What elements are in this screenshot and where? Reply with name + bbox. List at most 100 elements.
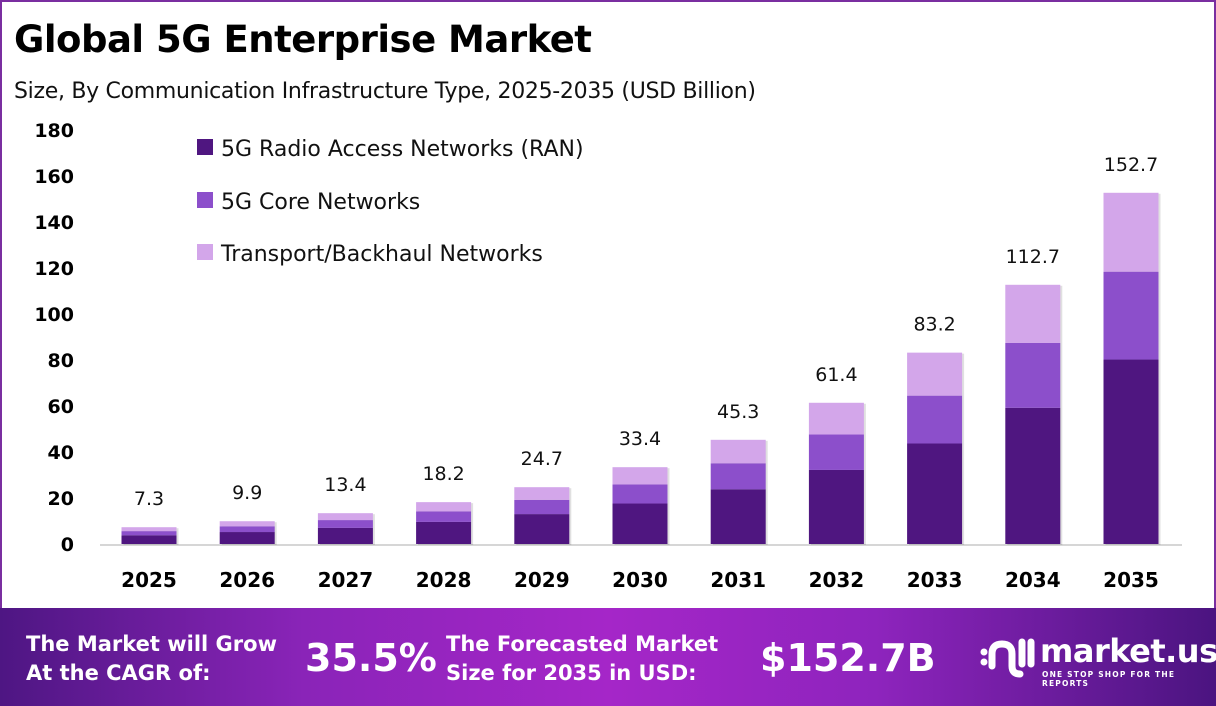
- y-tick-label: 0: [61, 534, 74, 556]
- chart-title: Global 5G Enterprise Market: [14, 18, 592, 61]
- bar-segment-ran: [1005, 407, 1061, 544]
- bar-segment-core: [1005, 342, 1061, 408]
- cagr-label-line1: The Market will Grow: [26, 632, 277, 656]
- x-tick-label: 2029: [514, 568, 570, 592]
- legend-label: 5G Core Networks: [221, 190, 420, 215]
- bar-segment-core: [1103, 271, 1159, 360]
- footer-banner: The Market will Grow At the CAGR of: 35.…: [0, 608, 1216, 706]
- y-tick-label: 60: [48, 396, 74, 418]
- bar-segment-core: [808, 434, 864, 470]
- bar-segment-ran: [121, 535, 177, 544]
- data-label: 33.4: [619, 428, 661, 450]
- forecast-label: The Forecasted Market Size for 2035 in U…: [446, 630, 718, 688]
- x-tick-label: 2025: [121, 568, 177, 592]
- legend-swatch: [197, 192, 213, 208]
- bar-stack-2034: 112.7: [1005, 246, 1063, 545]
- bar-segment-transport: [1005, 284, 1061, 343]
- bar-segment-transport: [514, 487, 570, 500]
- bar-stack-2028: 18.2: [416, 463, 474, 545]
- bar-stack-2031: 45.3: [710, 401, 768, 545]
- x-tick-label: 2030: [612, 568, 668, 592]
- y-tick-label: 120: [34, 258, 74, 280]
- bar-segment-transport: [710, 439, 766, 464]
- x-tick-label: 2032: [809, 568, 865, 592]
- data-label: 18.2: [422, 463, 464, 485]
- bar-segment-core: [612, 484, 668, 504]
- y-tick-label: 160: [34, 166, 74, 188]
- legend-item-core: 5G Core Networks: [197, 190, 420, 215]
- brand-tagline: ONE STOP SHOP FOR THE REPORTS: [1042, 670, 1176, 688]
- legend-label: Transport/Backhaul Networks: [220, 242, 543, 267]
- x-tick-label: 2035: [1103, 568, 1159, 592]
- legend-item-transport: Transport/Backhaul Networks: [197, 242, 543, 267]
- bar-segment-core: [514, 499, 570, 515]
- x-tick-label: 2027: [318, 568, 374, 592]
- bar-stack-2033: 83.2: [907, 314, 965, 545]
- y-tick-label: 180: [34, 120, 74, 142]
- brand-name: market.us: [1040, 632, 1216, 670]
- cagr-value: 35.5%: [305, 636, 437, 680]
- data-label: 9.9: [232, 482, 262, 504]
- y-tick-label: 140: [34, 212, 74, 234]
- bar-stack-2025: 7.3: [121, 488, 179, 545]
- x-tick-label: 2028: [416, 568, 472, 592]
- data-label: 152.7: [1104, 154, 1158, 176]
- chart-frame: [0, 0, 1216, 610]
- data-label: 61.4: [815, 364, 857, 386]
- x-tick-label: 2034: [1005, 568, 1061, 592]
- bar-stack-2026: 9.9: [219, 482, 277, 545]
- data-label: 24.7: [521, 448, 563, 470]
- data-label: 45.3: [717, 401, 759, 423]
- bar-segment-core: [219, 526, 275, 533]
- x-tick-label: 2031: [710, 568, 766, 592]
- bar-segment-transport: [907, 352, 963, 396]
- bar-segment-transport: [1103, 192, 1159, 272]
- stacked-bar-chart: 0 20 40 60 80 100 120 140 160 180 7.3 9.9 13.4 18.2 2…: [34, 120, 1182, 592]
- bar-segment-ran: [907, 443, 963, 544]
- bars: 7.3 9.9 13.4 18.2 24.7 33.4 45.3 61.4 83.2 112.7 1…: [121, 154, 1161, 546]
- market-us-logo-icon: [980, 638, 1035, 678]
- bar-stack-2027: 13.4: [317, 474, 375, 545]
- y-tick-label: 20: [48, 488, 74, 510]
- chart-subtitle: Size, By Communication Infrastructure Ty…: [14, 79, 756, 104]
- bar-segment-core: [416, 511, 472, 522]
- data-label: 13.4: [324, 474, 366, 496]
- x-tick-label: 2033: [907, 568, 963, 592]
- bar-segment-ran: [710, 489, 766, 544]
- legend: 5G Radio Access Networks (RAN) 5G Core Ne…: [197, 137, 584, 267]
- bar-segment-transport: [808, 402, 864, 435]
- data-label: 112.7: [1006, 246, 1060, 268]
- bar-segment-ran: [514, 514, 570, 544]
- bar-segment-transport: [317, 513, 373, 521]
- bar-segment-ran: [219, 532, 275, 544]
- x-tick-label: 2026: [219, 568, 275, 592]
- bar-stack-2035: 152.7: [1103, 154, 1161, 546]
- forecast-value: $152.7B: [760, 636, 936, 680]
- bar-segment-ran: [1103, 359, 1159, 544]
- y-tick-label: 40: [48, 442, 74, 464]
- y-tick-label: 80: [48, 350, 74, 372]
- bar-segment-core: [710, 463, 766, 490]
- legend-item-ran: 5G Radio Access Networks (RAN): [197, 137, 584, 162]
- y-tick-label: 100: [34, 304, 74, 326]
- bar-stack-2029: 24.7: [514, 448, 572, 545]
- x-axis: 2025 2026 2027 2028 2029 2030 2031 2032 2033 2034…: [121, 568, 1159, 592]
- brand-logo[interactable]: market.us ONE STOP SHOP FOR THE REPORTS: [978, 632, 1216, 688]
- forecast-label-line1: The Forecasted Market: [446, 632, 719, 656]
- bar-segment-transport: [612, 467, 668, 485]
- legend-swatch: [197, 139, 213, 155]
- data-label: 83.2: [913, 314, 955, 336]
- forecast-label-line2: Size for 2035 in USD:: [446, 661, 697, 685]
- bar-stack-2030: 33.4: [612, 428, 670, 545]
- bar-segment-ran: [612, 503, 668, 544]
- bar-segment-ran: [416, 521, 472, 544]
- bar-segment-transport: [121, 527, 177, 532]
- legend-label: 5G Radio Access Networks (RAN): [221, 137, 584, 162]
- bar-segment-core: [317, 520, 373, 528]
- bar-segment-ran: [317, 527, 373, 544]
- bar-segment-core: [907, 395, 963, 444]
- bar-segment-transport: [219, 521, 275, 527]
- cagr-label: The Market will Grow At the CAGR of:: [26, 630, 277, 688]
- bar-segment-ran: [808, 469, 864, 544]
- bar-stack-2032: 61.4: [808, 364, 866, 545]
